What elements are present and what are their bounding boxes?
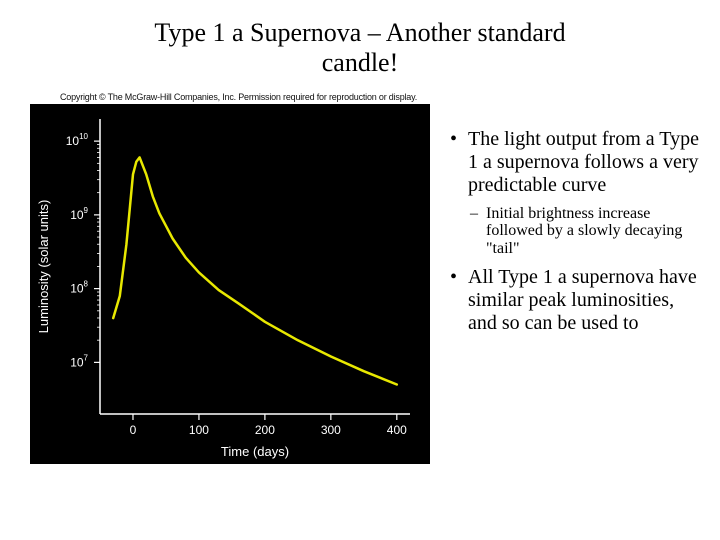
slide: Type 1 a Supernova – Another standard ca… bbox=[0, 0, 720, 540]
svg-text:400: 400 bbox=[387, 423, 407, 437]
copyright-text: Copyright © The McGraw-Hill Companies, I… bbox=[60, 92, 440, 102]
bullet-1: The light output from a Type 1 a superno… bbox=[450, 128, 700, 197]
svg-text:0: 0 bbox=[130, 423, 137, 437]
chart-column: Copyright © The McGraw-Hill Companies, I… bbox=[20, 92, 440, 469]
svg-text:300: 300 bbox=[321, 423, 341, 437]
bullet-1a: Initial brightness increase followed by … bbox=[450, 205, 700, 258]
slide-title: Type 1 a Supernova – Another standard ca… bbox=[150, 18, 570, 78]
svg-text:100: 100 bbox=[189, 423, 209, 437]
svg-text:Luminosity (solar units): Luminosity (solar units) bbox=[36, 199, 51, 333]
bullet-2: All Type 1 a supernova have similar peak… bbox=[450, 266, 700, 335]
bullet-list: The light output from a Type 1 a superno… bbox=[450, 92, 700, 469]
luminosity-chart: 01002003004001071081091010Time (days)Lum… bbox=[30, 104, 430, 464]
svg-text:Time (days): Time (days) bbox=[221, 444, 289, 459]
svg-text:200: 200 bbox=[255, 423, 275, 437]
content-row: Copyright © The McGraw-Hill Companies, I… bbox=[20, 92, 700, 469]
